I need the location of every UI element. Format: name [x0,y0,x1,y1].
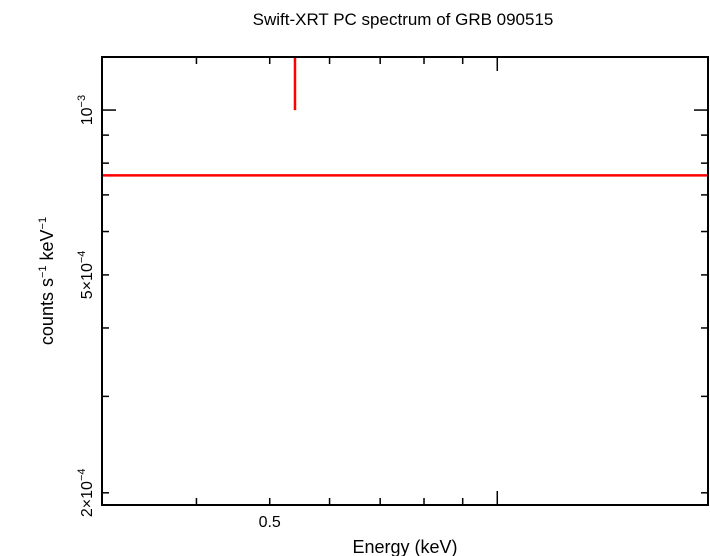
y-tick-mantissa: 10 [79,107,96,125]
y-tick-exponent: −4 [76,469,88,482]
y-tick-exponent: −4 [76,251,88,264]
data-points [102,57,708,177]
y-tick-label: 5×10−4 [76,251,96,300]
y-tick-label: 10−3 [76,95,96,125]
y-tick-label: 2×10−4 [76,469,96,518]
data-point [102,57,708,177]
y-tick-mantissa: 2×10 [79,481,96,517]
y-label-exp2: −1 [37,217,49,230]
tick-labels: 0.510−35×10−42×10−4 [76,95,281,531]
y-tick-exponent: −3 [76,95,88,108]
chart-title: Swift-XRT PC spectrum of GRB 090515 [253,10,554,29]
y-label-mid: keV [37,229,57,265]
x-tick-label: 0.5 [259,514,281,531]
y-label-exp1: −1 [37,265,49,278]
plot-frame [101,56,709,506]
x-axis-label: Energy (keV) [352,537,457,556]
axis-ticks [101,57,708,505]
y-label-base: counts s [37,278,57,345]
y-axis-label: counts s−1 keV−1 [37,217,57,345]
y-tick-mantissa: 5×10 [79,263,96,299]
